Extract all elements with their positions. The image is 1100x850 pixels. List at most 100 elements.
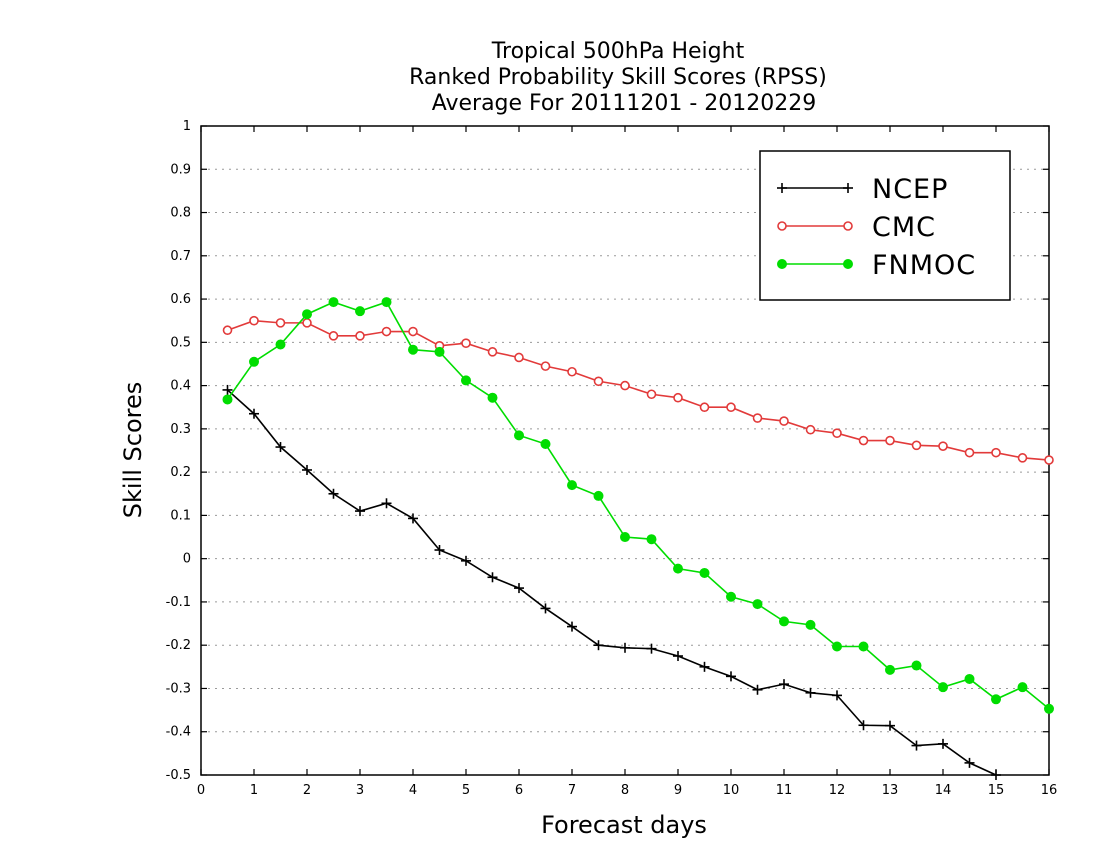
data-point-fnmoc — [434, 346, 445, 357]
y-tick-label: 0.2 — [170, 465, 191, 480]
data-point-cmc — [673, 392, 683, 403]
legend-label-ncep: NCEP — [872, 174, 948, 205]
x-tick-label: 3 — [356, 783, 364, 798]
x-tick-label: 11 — [776, 783, 793, 798]
data-point-fnmoc — [858, 641, 869, 652]
y-tick-label: 0.7 — [170, 249, 191, 264]
y-tick-label: 0.6 — [170, 292, 191, 307]
y-tick-label: -0.5 — [166, 768, 191, 783]
x-axis-label: Forecast days — [541, 811, 707, 839]
data-point-ncep — [885, 720, 895, 731]
data-point-cmc — [593, 376, 604, 387]
data-point-ncep — [249, 408, 259, 419]
data-point-cmc — [805, 424, 816, 435]
x-tick-label: 4 — [409, 783, 417, 798]
y-tick-label: 1 — [183, 119, 191, 134]
legend-label-fnmoc: FNMOC — [872, 250, 976, 281]
x-tick-label: 9 — [674, 783, 682, 798]
data-point-cmc — [328, 331, 339, 341]
data-point-ncep — [752, 684, 763, 695]
data-point-cmc — [699, 402, 710, 413]
legend-label-cmc: CMC — [872, 212, 936, 243]
x-tick-label: 8 — [621, 783, 629, 798]
x-tick-label: 14 — [935, 783, 952, 798]
data-point-ncep — [991, 770, 1001, 780]
y-tick-label: 0.1 — [170, 508, 191, 523]
data-point-fnmoc — [832, 641, 842, 652]
x-tick-label: 0 — [197, 783, 205, 798]
data-point-fnmoc — [699, 567, 710, 578]
y-tick-label: 0.9 — [170, 162, 191, 177]
data-point-cmc — [1017, 453, 1028, 463]
data-point-ncep — [540, 603, 551, 614]
data-point-fnmoc — [222, 394, 233, 405]
y-axis-label: Skill Scores — [119, 382, 147, 519]
x-tick-label: 1 — [250, 783, 258, 798]
x-tick-label: 7 — [568, 783, 576, 798]
data-point-cmc — [1044, 455, 1054, 465]
legend-marker-ncep — [777, 183, 787, 193]
x-tick-label: 12 — [829, 783, 846, 798]
data-point-ncep — [938, 738, 948, 749]
chart-title-line-3: Average For 20111201 - 20120229 — [432, 91, 817, 116]
y-tick-label: -0.4 — [166, 725, 191, 740]
data-point-cmc — [302, 318, 312, 328]
legend-marker-cmc — [777, 221, 787, 231]
data-point-cmc — [938, 441, 948, 451]
data-point-fnmoc — [779, 616, 789, 627]
data-point-cmc — [964, 447, 975, 458]
legend: NCEP CMC FNMOC — [759, 150, 1011, 301]
data-point-fnmoc — [355, 306, 365, 317]
data-point-ncep — [646, 643, 657, 654]
data-point-fnmoc — [673, 563, 683, 574]
data-point-ncep — [487, 572, 498, 583]
data-point-ncep — [620, 642, 630, 653]
data-point-ncep — [275, 442, 286, 453]
data-point-fnmoc — [752, 599, 763, 610]
data-point-ncep — [381, 498, 392, 509]
data-point-fnmoc — [408, 344, 418, 355]
data-point-ncep — [964, 757, 975, 768]
data-point-cmc — [249, 315, 259, 326]
data-point-fnmoc — [938, 682, 948, 693]
data-point-fnmoc — [540, 439, 551, 450]
legend-marker-fnmoc — [777, 259, 787, 269]
data-point-fnmoc — [249, 356, 259, 367]
data-point-fnmoc — [381, 297, 392, 308]
data-point-ncep — [461, 555, 471, 566]
data-point-cmc — [911, 440, 922, 451]
x-tick-label: 16 — [1041, 783, 1058, 798]
data-point-fnmoc — [275, 339, 286, 350]
legend-entry-cmc: CMC — [777, 212, 936, 243]
data-point-fnmoc — [487, 392, 498, 403]
data-point-cmc — [487, 347, 498, 357]
data-point-ncep — [673, 651, 683, 662]
data-point-cmc — [514, 352, 524, 363]
y-tick-label: 0.3 — [170, 422, 191, 437]
data-point-fnmoc — [964, 673, 975, 684]
data-point-ncep — [911, 740, 922, 751]
y-tick-label: -0.3 — [166, 681, 191, 696]
y-tick-label: -0.1 — [166, 595, 191, 610]
data-point-ncep — [514, 583, 524, 594]
series-line-cmc — [227, 319, 1050, 461]
series-line-ncep — [226, 389, 997, 776]
data-point-cmc — [885, 435, 895, 446]
data-point-ncep — [567, 621, 577, 632]
data-point-cmc — [779, 416, 789, 426]
data-point-fnmoc — [461, 375, 471, 386]
data-point-cmc — [222, 325, 233, 336]
chart-title: Tropical 500hPa Height Ranked Probabilit… — [409, 39, 827, 116]
data-point-cmc — [461, 338, 471, 348]
y-tick-label: 0.8 — [170, 206, 191, 221]
data-point-fnmoc — [620, 532, 630, 543]
chart-title-line-2: Ranked Probability Skill Scores (RPSS) — [409, 65, 827, 90]
data-point-fnmoc — [567, 480, 577, 491]
data-point-cmc — [381, 326, 392, 337]
data-point-ncep — [434, 545, 445, 556]
data-point-cmc — [832, 428, 842, 438]
data-point-cmc — [752, 413, 763, 423]
legend-entries: NCEP CMC FNMOC — [777, 174, 976, 281]
data-point-ncep — [328, 488, 339, 499]
